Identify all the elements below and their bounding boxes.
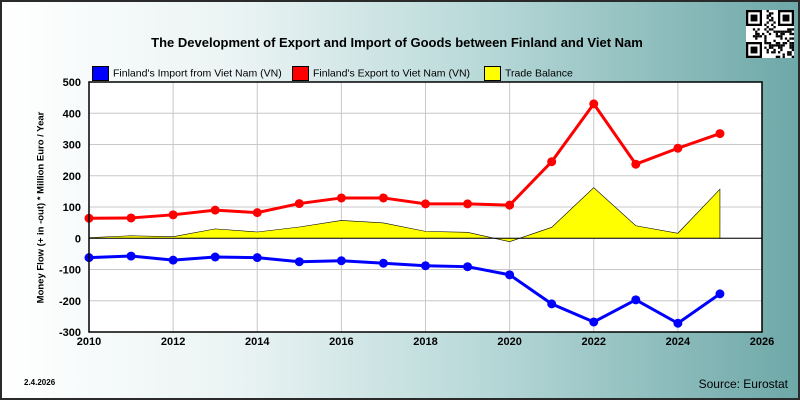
y-tick-label: 100	[63, 202, 81, 214]
y-tick-label: 300	[63, 140, 81, 152]
data-point-import	[631, 295, 641, 305]
data-point-import	[168, 255, 178, 265]
x-tick-label: 2012	[161, 336, 185, 348]
data-point-import	[421, 261, 430, 271]
x-tick-label: 2018	[413, 336, 437, 348]
legend-swatch-export	[292, 66, 309, 81]
data-point-export	[589, 99, 599, 109]
y-tick-label: 500	[63, 77, 81, 89]
x-tick-label: 2024	[666, 336, 691, 348]
data-point-import	[252, 253, 262, 263]
data-point-import	[463, 262, 473, 272]
data-point-import	[294, 257, 304, 267]
x-tick-label: 2026	[750, 336, 774, 348]
data-point-import	[547, 299, 557, 309]
legend-item-import: Finland's Import from Viet Nam (VN)	[92, 66, 282, 81]
y-tick-label: 400	[63, 108, 81, 120]
y-tick-label: -300	[59, 327, 81, 339]
data-point-export	[168, 210, 178, 220]
data-point-export	[336, 193, 346, 203]
series-line-import	[88, 254, 721, 326]
data-point-export	[421, 199, 430, 209]
series-line-export	[88, 101, 721, 220]
x-tick-label: 2010	[77, 336, 101, 348]
y-tick-label: 0	[75, 233, 81, 245]
data-point-import	[378, 258, 388, 268]
data-point-import	[336, 256, 346, 266]
data-point-export	[463, 199, 473, 209]
qr-code-icon	[746, 10, 794, 58]
x-tick-label: 2020	[497, 336, 521, 348]
data-point-export	[378, 193, 388, 203]
legend-item-export: Finland's Export to Viet Nam (VN)	[292, 66, 470, 81]
trade-balance-area	[88, 187, 721, 242]
legend-label-export: Finland's Export to Viet Nam (VN)	[313, 67, 471, 80]
legend-swatch-balance	[484, 66, 501, 81]
plot-border	[88, 81, 763, 333]
data-point-export	[505, 200, 515, 210]
y-tick-label: -100	[59, 265, 81, 277]
y-tick-label: -200	[59, 296, 81, 308]
x-tick-label: 2016	[329, 336, 353, 348]
data-point-export	[673, 143, 683, 153]
data-point-export	[252, 208, 262, 218]
data-point-import	[673, 318, 683, 328]
data-point-export	[294, 199, 304, 209]
x-tick-label: 2014	[245, 336, 270, 348]
data-point-export	[631, 159, 641, 169]
footer-date: 2.4.2026	[24, 378, 56, 387]
data-point-import	[715, 289, 725, 299]
y-tick-label: 200	[63, 171, 81, 183]
data-point-import	[589, 317, 599, 327]
data-point-export	[126, 213, 136, 223]
data-point-export	[715, 129, 725, 139]
data-point-export	[547, 157, 557, 167]
x-tick-label: 2022	[582, 336, 606, 348]
legend-label-import: Finland's Import from Viet Nam (VN)	[113, 67, 282, 80]
chart-title: The Development of Export and Import of …	[151, 35, 643, 50]
legend-label-balance: Trade Balance	[505, 67, 573, 80]
data-point-export	[210, 205, 220, 215]
data-point-import	[210, 252, 220, 262]
data-point-import	[505, 270, 515, 280]
legend-item-balance: Trade Balance	[484, 66, 573, 81]
data-point-import	[126, 251, 136, 261]
footer-source: Source: Eurostat	[698, 377, 788, 391]
legend-swatch-import	[92, 66, 109, 81]
